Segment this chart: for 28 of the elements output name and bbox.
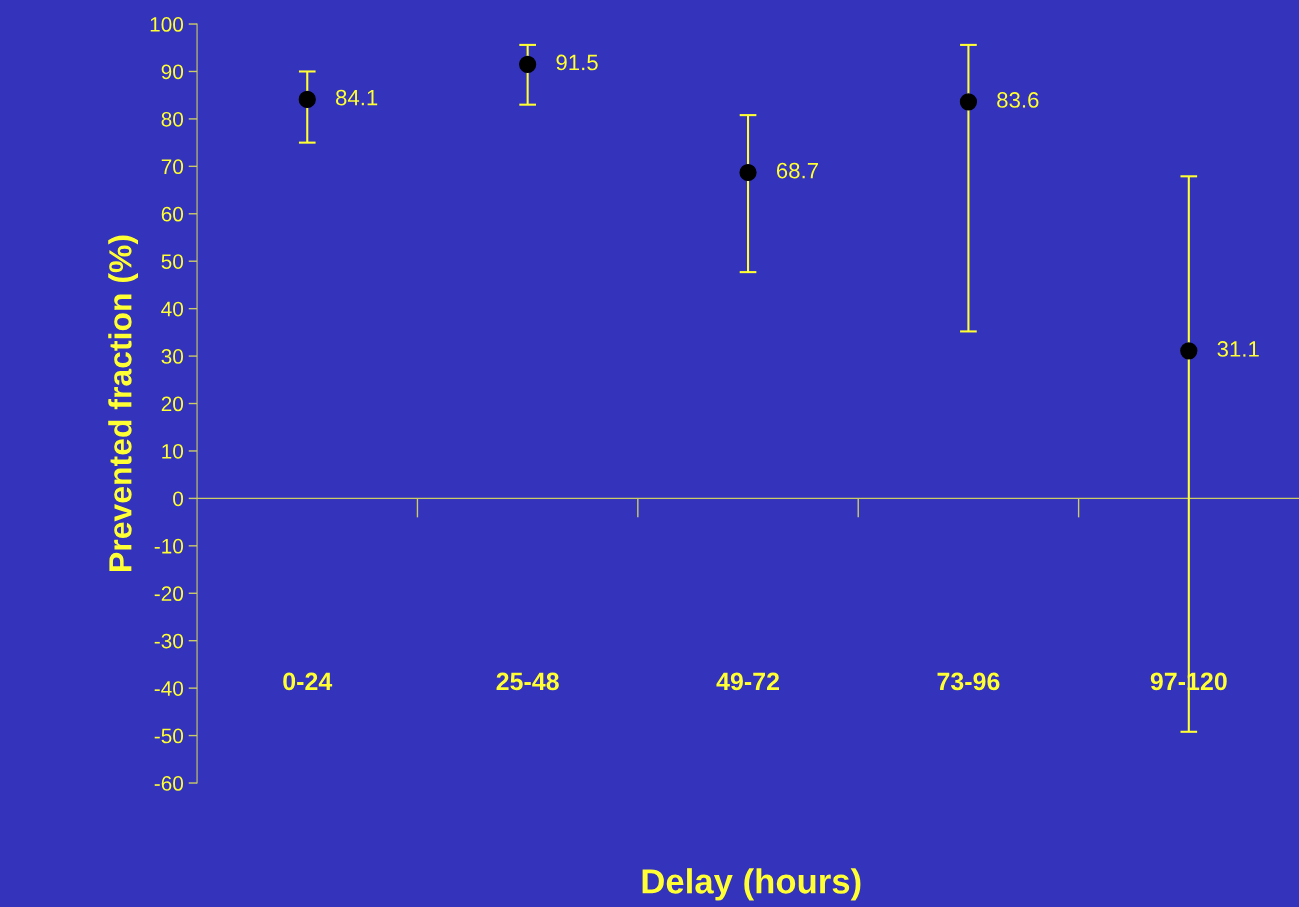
x-axis-title: Delay (hours) (642, 868, 861, 901)
data-label: 84.1 (336, 89, 378, 106)
y-tick-label: 10 (162, 443, 184, 459)
x-tick-label: 0-24 (283, 672, 333, 691)
y-tick-label: 50 (161, 254, 184, 269)
y-tick-label: 80 (161, 111, 184, 127)
y-tick-label: 0 (173, 491, 184, 507)
y-tick-label: -40 (154, 681, 184, 696)
x-tick-label: 49-72 (716, 672, 779, 691)
y-tick-label: -10 (154, 538, 184, 554)
y-tick-label: -60 (154, 776, 184, 791)
y-tick-label: -20 (154, 586, 184, 602)
y-tick-label: 30 (161, 349, 184, 364)
x-tick-label: 25-48 (496, 672, 559, 691)
y-tick-label: 40 (161, 301, 184, 317)
y-tick-label: 20 (161, 396, 184, 412)
data-label: 91.5 (556, 54, 598, 71)
data-label: 68.7 (776, 162, 818, 179)
x-tick-label: 73-96 (937, 672, 1000, 691)
y-tick-label: -50 (154, 728, 184, 744)
y-tick-label: -30 (154, 633, 184, 649)
y-axis-title: Prevented fraction (%) (108, 235, 138, 571)
data-label: 31.1 (1217, 341, 1259, 357)
y-tick-label: 100 (150, 17, 184, 32)
data-label: 83.6 (997, 92, 1039, 108)
y-tick-label: 90 (161, 64, 184, 80)
y-tick-label: 70 (161, 159, 184, 175)
y-tick-label: 60 (161, 206, 184, 222)
